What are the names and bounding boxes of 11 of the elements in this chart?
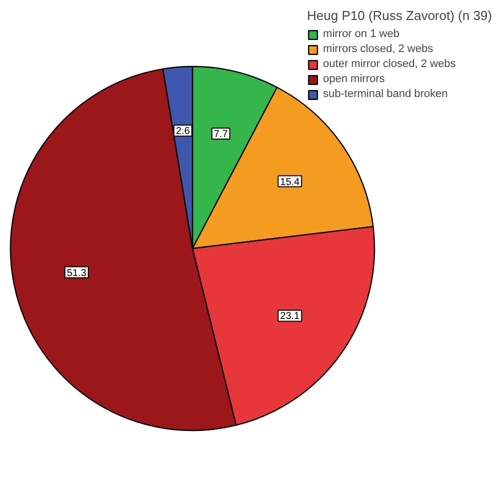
legend-label: open mirrors (323, 73, 385, 85)
legend-label: mirrors closed, 2 webs (323, 43, 434, 55)
data-label: 23.1 (280, 311, 300, 322)
legend-title: Heug P10 (Russ Zavorot) (n 39) (307, 8, 492, 23)
data-label: 2.6 (176, 126, 190, 138)
legend-label: sub-terminal band broken (323, 88, 448, 100)
data-label: 15.4 (280, 176, 300, 188)
data-label: 51.3 (66, 268, 87, 279)
data-label: 7.7 (214, 129, 228, 140)
legend-label: outer mirror closed, 2 webs (323, 58, 456, 70)
legend-label: mirror on 1 web (323, 28, 400, 40)
